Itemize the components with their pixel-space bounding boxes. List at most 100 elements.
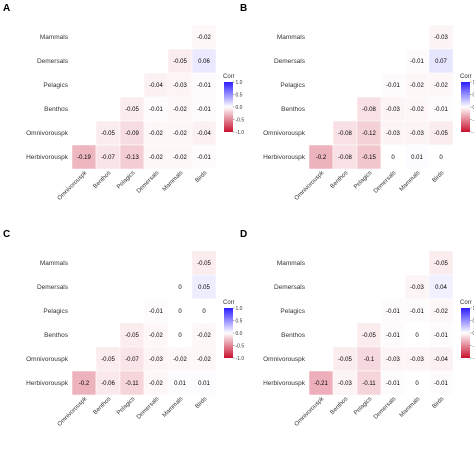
column-label: Benthos	[93, 170, 113, 190]
heatmap-cell	[95, 144, 121, 170]
column-label: Pelagics	[353, 170, 373, 190]
cell-value-label: -0.05	[101, 357, 115, 363]
legend-colorbar	[224, 308, 233, 358]
row-label: Omnivorouspk	[263, 356, 306, 363]
row-label: Demersals	[274, 284, 306, 291]
heatmap-cell	[428, 370, 454, 396]
heatmap-cell	[143, 96, 169, 122]
heatmap-cell	[356, 370, 382, 396]
cell-value-label: 0.01	[411, 155, 423, 161]
cell-value-label: -0.02	[173, 131, 187, 137]
heatmap-cell	[356, 144, 382, 170]
heatmap-cell	[119, 120, 145, 146]
cell-value-label: -0.05	[125, 107, 139, 113]
heatmap-cell	[191, 24, 217, 50]
cell-value-label: -0.02	[410, 107, 424, 113]
cell-value-label: -0.03	[386, 131, 400, 137]
heatmap-cell	[119, 322, 145, 348]
heatmap-cell	[191, 370, 217, 396]
cell-value-label: -0.19	[77, 155, 91, 161]
heatmap-cell	[332, 144, 358, 170]
panel-letter: C	[3, 229, 10, 240]
column-label: Benthos	[93, 396, 113, 416]
heatmap-cell	[404, 120, 430, 146]
heatmap-cell	[308, 370, 334, 396]
column-label: Mammals	[162, 170, 185, 193]
cell-value-label: -0.07	[101, 155, 115, 161]
row-label: Benthos	[44, 106, 69, 113]
cell-value-label: -0.02	[410, 83, 424, 89]
cell-value-label: 0.01	[174, 381, 186, 387]
cell-value-label: -0.01	[386, 309, 400, 315]
cell-value-label: -0.13	[125, 155, 139, 161]
legend-title: Corr	[223, 300, 235, 306]
row-label: Benthos	[281, 106, 306, 113]
column-label: Demersals	[373, 170, 398, 195]
cell-value-label: -0.03	[386, 357, 400, 363]
cell-value-label: -0.02	[173, 357, 187, 363]
legend-tick-label: 1.0	[473, 80, 474, 86]
cell-value-label: -0.01	[410, 309, 424, 315]
column-label: Birds	[195, 396, 209, 410]
cell-value-label: 0	[178, 285, 182, 291]
cell-value-label: -0.03	[386, 107, 400, 113]
legend-tick-label: 0.0	[236, 331, 243, 337]
cell-value-label: -0.01	[149, 309, 163, 315]
row-label: Pelagics	[43, 308, 68, 315]
legend-colorbar	[461, 308, 470, 358]
heatmap-panel-c: CMammalsDemersalsPelagicsBenthosOmnivoro…	[3, 229, 244, 428]
column-label: Omnivorouspk	[294, 169, 326, 201]
column-label: Demersals	[373, 396, 398, 421]
heatmap-cell	[191, 346, 217, 372]
cell-value-label: 0.04	[435, 285, 447, 291]
column-label: Birds	[432, 170, 446, 184]
heatmap-cell	[332, 370, 358, 396]
cell-value-label: -0.01	[410, 59, 424, 65]
cell-value-label: -0.05	[434, 131, 448, 137]
row-label: Omnivorouspk	[26, 356, 69, 363]
heatmap-cell	[143, 322, 169, 348]
column-label: Demersals	[136, 170, 161, 195]
cell-value-label: -0.01	[386, 381, 400, 387]
cell-value-label: -0.02	[173, 107, 187, 113]
legend-tick-label: 0.0	[473, 331, 474, 337]
legend-colorbar	[461, 82, 470, 132]
cell-value-label: 0	[202, 309, 206, 315]
cell-value-label: 0	[178, 333, 182, 339]
heatmap-cell	[191, 144, 217, 170]
heatmap-cell	[95, 346, 121, 372]
heatmap-cell	[380, 72, 406, 98]
cell-value-label: -0.01	[386, 83, 400, 89]
column-label: Mammals	[399, 396, 422, 419]
cell-value-label: -0.05	[434, 261, 448, 267]
heatmap-cell	[71, 144, 97, 170]
cell-value-label: -0.02	[149, 155, 163, 161]
heatmap-panel-d: DMammalsDemersalsPelagicsBenthosOmnivoro…	[240, 229, 474, 428]
column-label: Birds	[195, 170, 209, 184]
legend-colorbar	[224, 82, 233, 132]
column-label: Pelagics	[116, 396, 136, 416]
column-label: Mammals	[399, 170, 422, 193]
row-label: Herbivorouspk	[263, 380, 306, 387]
cell-value-label: -0.05	[173, 59, 187, 65]
column-label: Omnivorouspk	[57, 395, 89, 427]
legend-tick-label: -1.0	[236, 356, 245, 362]
column-label: Pelagics	[353, 396, 373, 416]
legend-tick-label: -0.5	[236, 117, 245, 123]
cell-value-label: -0.03	[173, 83, 187, 89]
row-label: Herbivorouspk	[263, 154, 306, 161]
row-label: Pelagics	[280, 308, 305, 315]
legend-tick-label: 0.5	[473, 92, 474, 98]
row-label: Mammals	[40, 260, 69, 267]
heatmap-cell	[428, 24, 454, 50]
heatmap-cell	[428, 322, 454, 348]
row-label: Pelagics	[43, 82, 68, 89]
cell-value-label: -0.02	[434, 83, 448, 89]
cell-value-label: -0.05	[125, 333, 139, 339]
cell-value-label: -0.06	[101, 381, 115, 387]
cell-value-label: -0.05	[338, 357, 352, 363]
cell-value-label: -0.01	[197, 107, 211, 113]
cell-value-label: -0.12	[362, 131, 376, 137]
row-label: Benthos	[281, 332, 306, 339]
row-label: Herbivorouspk	[26, 380, 69, 387]
